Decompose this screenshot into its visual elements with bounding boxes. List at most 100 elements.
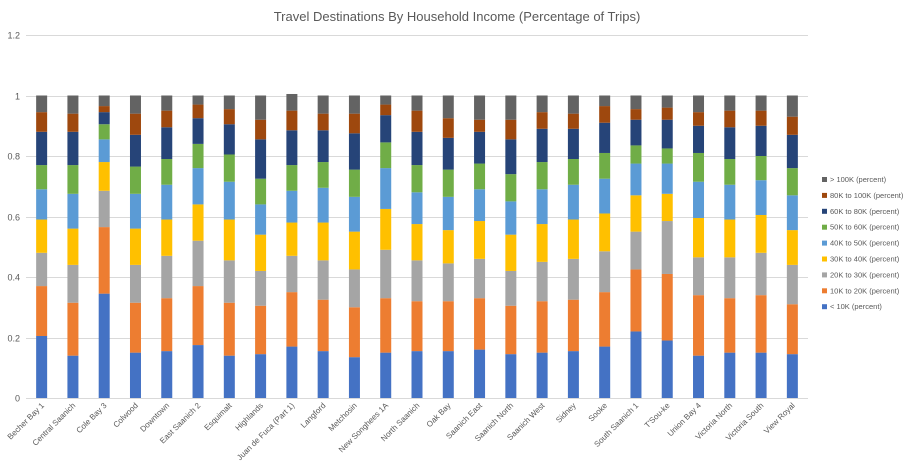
bar-segment bbox=[661, 119, 673, 149]
x-tick-label: Oak Bay bbox=[425, 401, 453, 429]
legend-label: 80K to 100K (percent) bbox=[830, 191, 904, 200]
bar-segment bbox=[474, 189, 486, 222]
bar-segment bbox=[536, 224, 548, 262]
bar-segment bbox=[567, 258, 579, 300]
bar-segment bbox=[67, 95, 79, 114]
bar-segment bbox=[786, 116, 798, 135]
x-tick-label: Metchosin bbox=[327, 401, 359, 433]
bar-segment bbox=[129, 228, 141, 265]
bar-segment bbox=[192, 118, 204, 144]
bar-segment bbox=[98, 162, 110, 191]
y-tick-label: 0.8 bbox=[7, 152, 20, 162]
bar-segment bbox=[36, 189, 48, 220]
bar-segment bbox=[599, 178, 611, 214]
bar-segment bbox=[630, 195, 642, 232]
bar-segment bbox=[755, 295, 767, 353]
bar-segment bbox=[474, 258, 486, 299]
bar-segment bbox=[630, 95, 642, 110]
bar-segment bbox=[442, 137, 454, 170]
bar-segment bbox=[255, 178, 267, 205]
bar-segment bbox=[286, 93, 298, 111]
bar-segment bbox=[724, 127, 736, 160]
bar-segment bbox=[36, 131, 48, 166]
bar-segment bbox=[755, 125, 767, 156]
bar-segment bbox=[129, 134, 141, 167]
bar-segment bbox=[693, 152, 705, 182]
bar-segment bbox=[661, 107, 673, 120]
bar-segment bbox=[192, 204, 204, 241]
bar-segment bbox=[505, 174, 517, 202]
bar-segment bbox=[161, 351, 173, 398]
bar-segment bbox=[567, 159, 579, 185]
bar-segment bbox=[599, 346, 611, 398]
bar-segment bbox=[161, 95, 173, 111]
bar-segment bbox=[348, 231, 360, 270]
bar-segment bbox=[67, 228, 79, 265]
legend-label: 30K to 40K (percent) bbox=[830, 255, 900, 264]
bar-segment bbox=[380, 352, 392, 398]
bar-segment bbox=[380, 115, 392, 143]
bar-segment bbox=[129, 193, 141, 229]
bar-segment bbox=[536, 112, 548, 129]
x-tick-label: T'Sou-ke bbox=[643, 401, 672, 430]
bar-segment bbox=[129, 264, 141, 303]
bar-segment bbox=[255, 234, 267, 271]
bar-segment bbox=[129, 302, 141, 353]
bar-segment bbox=[67, 264, 79, 303]
bar-segment bbox=[223, 124, 235, 155]
bar-segment bbox=[192, 95, 204, 105]
legend-swatch bbox=[822, 272, 827, 278]
bar-segment bbox=[317, 113, 329, 131]
bar-segment bbox=[661, 273, 673, 341]
bar-segment bbox=[536, 128, 548, 163]
bar-segment bbox=[599, 106, 611, 123]
x-tick-label: Esquimalt bbox=[203, 401, 235, 433]
bar-segment bbox=[693, 257, 705, 296]
legend-swatch bbox=[822, 240, 827, 246]
bar-segment bbox=[317, 260, 329, 300]
legend: > 100K (percent) 80K to 100K (percent) 60K… bbox=[822, 175, 904, 311]
bar-segment bbox=[661, 221, 673, 274]
bar-segment bbox=[724, 298, 736, 353]
y-tick-label: 0 bbox=[15, 394, 20, 404]
bar-segment bbox=[255, 95, 267, 120]
bar-segment bbox=[505, 270, 517, 306]
bar-segment bbox=[348, 307, 360, 358]
bar-segment bbox=[98, 227, 110, 294]
x-tick-label: Langford bbox=[299, 401, 328, 430]
bar-segment bbox=[255, 204, 267, 235]
bar-segment bbox=[161, 127, 173, 160]
bar-segment bbox=[724, 95, 736, 111]
bar-segment bbox=[192, 345, 204, 398]
bar-segment bbox=[67, 355, 79, 398]
bar-segment bbox=[630, 269, 642, 332]
bar-segment bbox=[505, 119, 517, 140]
bar-segment bbox=[661, 193, 673, 222]
y-tick-label: 0.2 bbox=[7, 334, 20, 344]
bar-segment bbox=[786, 264, 798, 305]
bar-segment bbox=[630, 119, 642, 146]
bar-segment bbox=[161, 219, 173, 256]
bar-segment bbox=[380, 208, 392, 250]
bar-segment bbox=[286, 165, 298, 191]
y-tick-label: 1 bbox=[15, 92, 20, 102]
x-tick-label: Downtown bbox=[138, 401, 171, 434]
legend-swatch bbox=[822, 288, 827, 294]
bar-segment bbox=[192, 286, 204, 346]
bar-segment bbox=[693, 95, 705, 113]
bar-segment bbox=[411, 165, 423, 193]
bar-segment bbox=[36, 335, 48, 398]
bar-segment bbox=[755, 156, 767, 181]
bar-segment bbox=[599, 251, 611, 293]
bar-segment bbox=[442, 95, 454, 119]
bar-segment bbox=[567, 128, 579, 160]
bar-segment bbox=[599, 95, 611, 107]
bar-segment bbox=[223, 219, 235, 261]
bar-segment bbox=[348, 113, 360, 134]
bar-segment bbox=[474, 298, 486, 350]
bar-segment bbox=[129, 166, 141, 194]
bar-segment bbox=[192, 240, 204, 287]
bar-segment bbox=[693, 355, 705, 398]
